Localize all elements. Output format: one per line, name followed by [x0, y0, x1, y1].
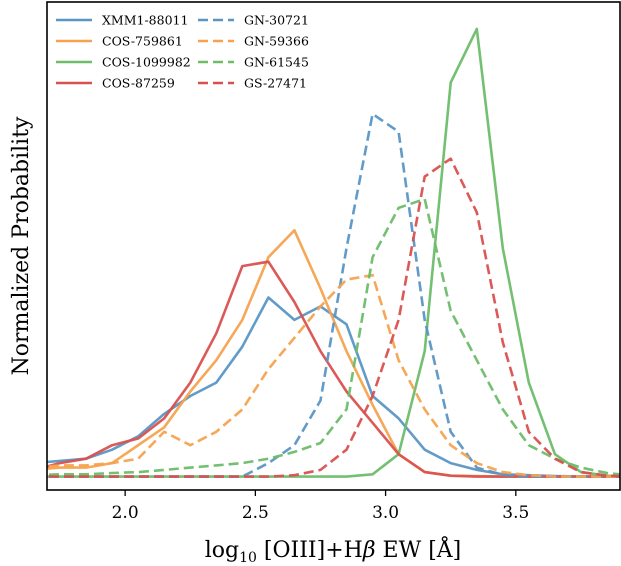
- x-axis-label: log10 [OIII]+Hβ EW [Å]: [205, 535, 462, 566]
- legend-label: GN-59366: [244, 34, 309, 49]
- legend-label: COS-1099982: [102, 55, 191, 70]
- x-axis-label-subscript: 10: [239, 550, 257, 566]
- legend: XMM1-88011 COS-759861 COS-1099982 COS-87259…: [56, 13, 309, 91]
- legend-label: GN-30721: [244, 13, 309, 28]
- y-axis-label: Normalized Probability: [9, 116, 34, 376]
- plot-frame: [46, 1, 621, 491]
- x-tick-label: 2.0: [112, 503, 139, 523]
- legend-label: GS-27471: [244, 76, 307, 91]
- x-tick-label: 2.5: [242, 503, 269, 523]
- x-tick-label: 3.0: [372, 503, 399, 523]
- legend-label: COS-759861: [102, 34, 183, 49]
- series-line-gn-59366: [47, 273, 620, 478]
- x-ticks: 2.0 2.5 3.0 3.5: [112, 490, 529, 523]
- x-axis-label-units: EW [Å]: [376, 535, 462, 563]
- x-axis-label-beta: β: [362, 538, 376, 563]
- legend-label: XMM1-88011: [102, 13, 188, 28]
- x-tick-label: 3.5: [502, 503, 529, 523]
- x-axis-label-text: [OIII]+H: [257, 538, 363, 563]
- legend-label: COS-87259: [102, 76, 175, 91]
- legend-label: GN-61545: [244, 55, 309, 70]
- series-line-gs-27471: [47, 157, 620, 478]
- series-line-gn-61545: [47, 197, 620, 477]
- x-axis-label-log: log: [205, 538, 239, 563]
- series-layer: [47, 27, 620, 478]
